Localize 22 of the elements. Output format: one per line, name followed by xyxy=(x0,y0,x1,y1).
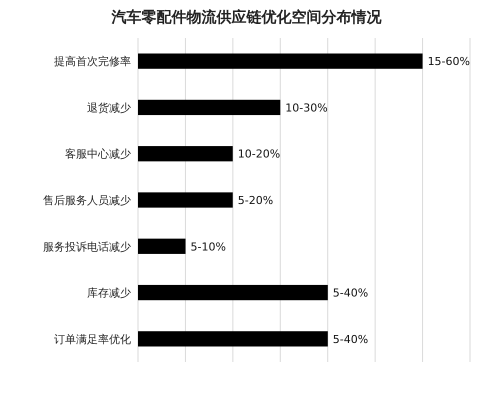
annotation: 15-60% xyxy=(428,55,470,68)
annotation: 10-30% xyxy=(285,101,328,114)
y-tick-label: 提高首次完修率 xyxy=(54,55,131,68)
annotation: 5-20% xyxy=(238,194,274,207)
bar xyxy=(138,100,280,116)
bar xyxy=(138,284,328,300)
bar xyxy=(138,192,233,208)
y-tick-label: 客服中心减少 xyxy=(65,148,131,161)
chart-title: 汽车零配件物流供应链优化空间分布情况 xyxy=(110,8,382,26)
y-tick-label: 库存减少 xyxy=(87,286,131,300)
bar xyxy=(138,238,186,254)
y-tick-label: 服务投诉电话减少 xyxy=(43,240,131,254)
annotation: 10-20% xyxy=(238,148,280,161)
annotation: 5-40% xyxy=(332,332,368,346)
bar xyxy=(138,54,423,69)
y-tick-label: 退货减少 xyxy=(87,101,131,114)
bar xyxy=(138,146,233,162)
annotation: 5-10% xyxy=(190,240,226,254)
bar xyxy=(138,331,328,346)
annotation: 5-40% xyxy=(332,286,368,300)
y-tick-label: 售后服务人员减少 xyxy=(43,194,131,207)
y-tick-label: 订单满足率优化 xyxy=(54,332,131,346)
